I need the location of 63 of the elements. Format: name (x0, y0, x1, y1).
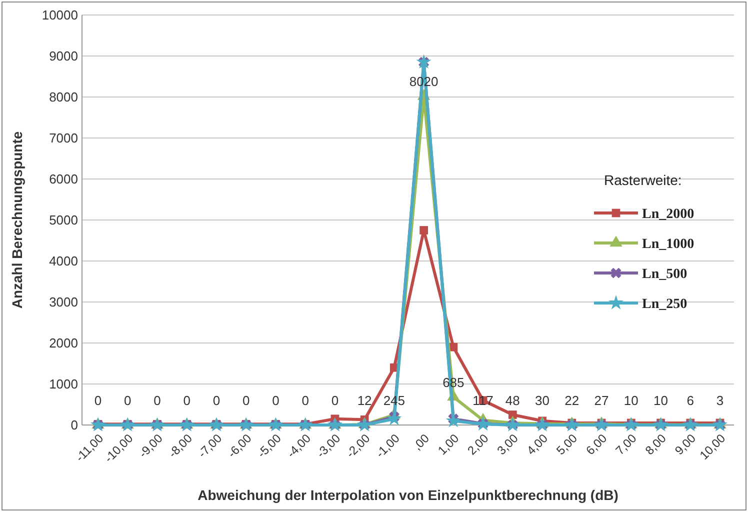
point (420, 226, 428, 234)
legend-title: Rasterweite: (604, 172, 682, 188)
data-label: 0 (302, 393, 309, 408)
data-label: 12 (357, 393, 372, 408)
x-tick-label: 8,00 (642, 430, 670, 458)
data-label: 30 (535, 393, 550, 408)
y-tick-label: 5000 (49, 212, 78, 228)
point (653, 417, 668, 432)
point (327, 417, 342, 432)
y-tick-label: 6000 (49, 172, 78, 187)
x-tick-label: 9,00 (672, 430, 699, 458)
point (564, 417, 580, 432)
point (268, 417, 284, 432)
point (179, 417, 194, 432)
data-label: 48 (505, 393, 520, 408)
legend-label: Ln_500 (642, 266, 688, 282)
point (508, 410, 517, 419)
data-label: 10 (624, 393, 638, 408)
x-tick-label: ,00 (410, 430, 432, 453)
y-tick-label: 1000 (49, 376, 78, 392)
legend-label: Ln_250 (642, 296, 688, 312)
data-label: 0 (94, 393, 102, 408)
y-tick-label: 2000 (49, 336, 78, 351)
y-axis-title: Anzahl Berechnungspunte (9, 131, 25, 309)
data-label: 0 (272, 393, 280, 408)
y-tick-label: 8000 (49, 90, 78, 105)
legend-label: Ln_2000 (642, 206, 694, 222)
point (90, 417, 106, 432)
data-label: 0 (183, 393, 190, 408)
x-tick-label: 7,00 (612, 430, 640, 458)
y-tick-label: 10000 (42, 8, 78, 23)
data-label: 0 (154, 393, 161, 408)
point (712, 417, 728, 432)
point (208, 417, 224, 432)
point (150, 417, 165, 432)
point (120, 417, 136, 432)
x-tick-label: 6,00 (583, 430, 610, 458)
x-axis-title: Abweichung der Interpolation von Einzelpunktberechnung (dB) (198, 487, 618, 503)
point (682, 417, 698, 432)
data-label: 0 (242, 393, 250, 408)
data-label: 3 (716, 393, 724, 408)
data-label: 0 (212, 393, 220, 408)
point (534, 417, 550, 432)
y-tick-label: 0 (70, 418, 78, 433)
y-tick-label: 9000 (49, 48, 78, 64)
data-label: 27 (594, 393, 609, 408)
x-tick-label: 4,00 (524, 430, 551, 458)
data-label: 6 (686, 393, 694, 408)
legend-label: Ln_1000 (642, 236, 694, 252)
data-label: 0 (331, 393, 339, 408)
y-tick-label: 7000 (49, 130, 78, 146)
point (298, 417, 313, 432)
point (594, 417, 610, 432)
data-label: 0 (124, 393, 132, 408)
data-label: 22 (564, 393, 580, 408)
y-tick-label: 3000 (49, 294, 78, 310)
x-tick-label: 5,00 (554, 430, 580, 458)
point (505, 417, 520, 432)
point (238, 417, 254, 432)
point (624, 417, 639, 432)
x-tick-label: 3,00 (494, 430, 522, 458)
data-label: 10 (654, 393, 668, 408)
y-tick-label: 4000 (49, 254, 78, 269)
